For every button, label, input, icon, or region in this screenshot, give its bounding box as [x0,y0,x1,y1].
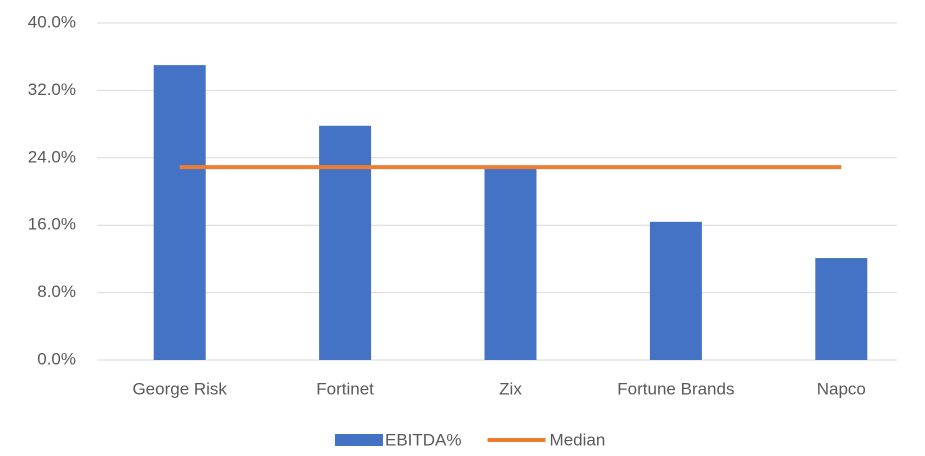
bar [649,221,702,360]
legend-label: EBITDA% [385,430,462,449]
y-tick-label: 40.0% [28,12,76,31]
x-tick-label: Fortinet [316,379,374,398]
x-tick-label: Fortune Brands [617,379,734,398]
x-tick-label: Napco [817,379,866,398]
y-tick-label: 24.0% [28,147,76,166]
bar [484,168,537,360]
x-tick-label: George Risk [132,379,227,398]
legend-swatch [335,434,383,446]
x-tick-label: Zix [499,379,522,398]
y-tick-label: 8.0% [37,282,76,301]
y-tick-label: 0.0% [37,349,76,368]
bar [319,125,372,360]
bar [153,65,206,360]
legend-label: Median [550,430,606,449]
y-tick-label: 16.0% [28,215,76,234]
y-tick-label: 32.0% [28,80,76,99]
bar [815,258,868,360]
